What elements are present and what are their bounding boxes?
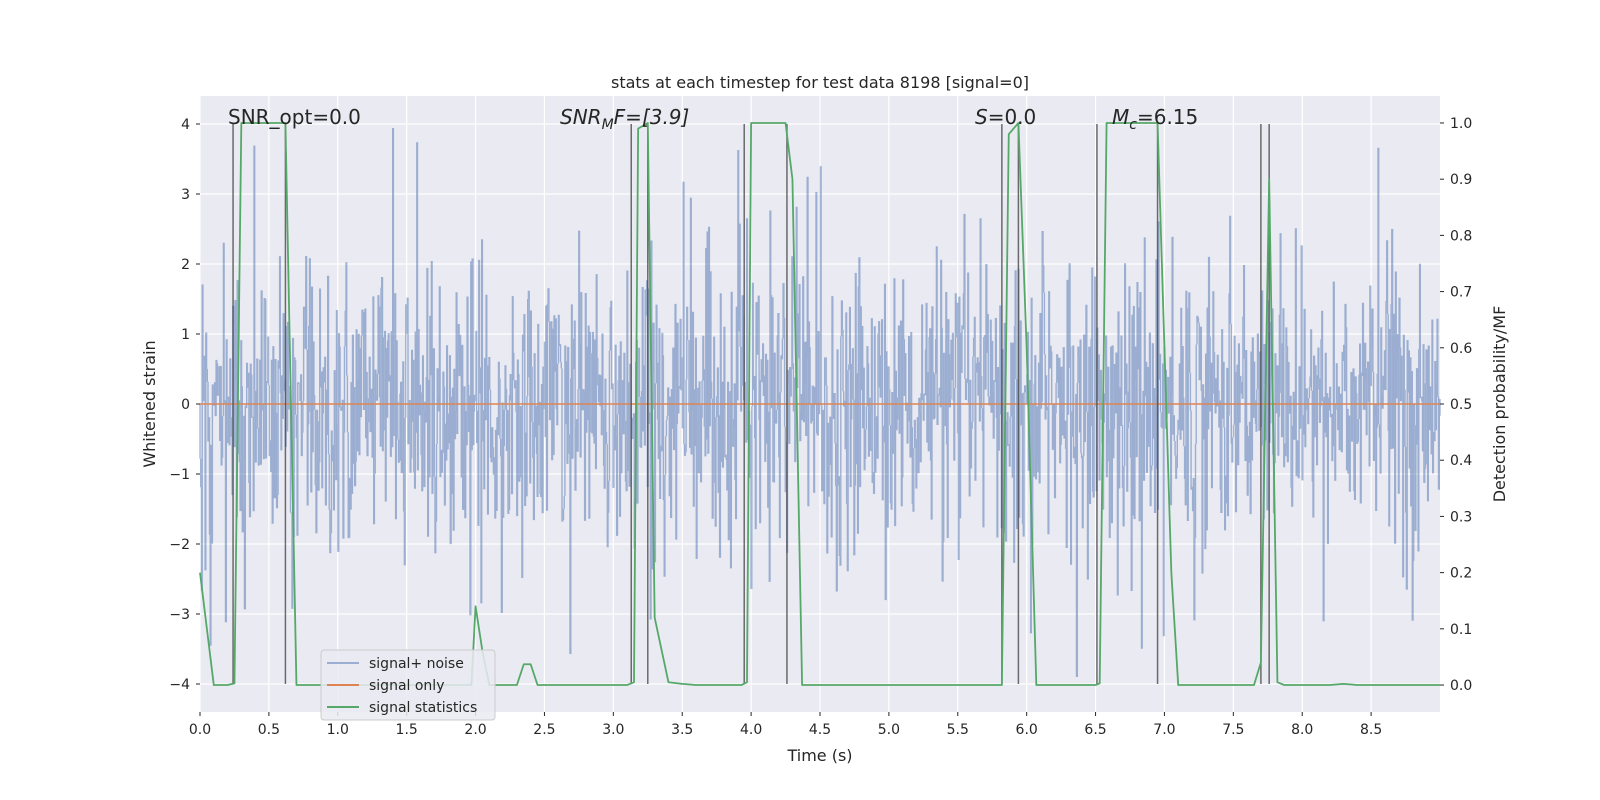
x-tick-label: 7.5 — [1222, 722, 1244, 738]
y-tick-label: −1 — [169, 467, 190, 483]
legend-box — [320, 649, 496, 721]
y2-tick-label: 0.6 — [1450, 341, 1472, 357]
y2-tick-label: 0.9 — [1450, 172, 1472, 188]
y2-tick-label: 0.3 — [1450, 509, 1472, 525]
y2-axis-label: Detection probability/MF — [1490, 306, 1509, 503]
x-tick-label: 5.0 — [878, 722, 900, 738]
legend: signal+ noise signal only signal statist… — [320, 649, 496, 721]
legend-label-signal-statistics: signal statistics — [369, 700, 477, 716]
y2-tick-label: 0.2 — [1450, 566, 1472, 582]
x-tick-label: 3.0 — [602, 722, 624, 738]
x-axis-ticks: 0.0 0.5 1.0 1.5 2.0 2.5 3.0 3.5 4.0 4.5 5.0 5.5 6.0 6… — [189, 712, 1382, 738]
x-tick-label: 0.5 — [258, 722, 280, 738]
x-tick-label: 6.0 — [1016, 722, 1038, 738]
x-tick-label: 8.5 — [1360, 722, 1382, 738]
y-tick-label: 3 — [181, 187, 190, 203]
y-tick-label: −4 — [169, 677, 190, 693]
annotation-mc: Mc=6.15 — [1112, 105, 1198, 133]
x-tick-label: 8.0 — [1291, 722, 1313, 738]
chart-title: stats at each timestep for test data 819… — [611, 73, 1029, 92]
x-tick-label: 0.0 — [189, 722, 211, 738]
x-tick-label: 1.5 — [396, 722, 418, 738]
x-tick-label: 3.5 — [671, 722, 693, 738]
x-tick-label: 4.0 — [740, 722, 762, 738]
x-tick-label: 2.5 — [533, 722, 555, 738]
annotation-s: S=0.0 — [975, 105, 1036, 129]
annotation-snr-mf: SNRMF=[3.9] — [560, 105, 689, 133]
legend-label-signal-only: signal only — [369, 678, 444, 694]
x-tick-label: 7.0 — [1153, 722, 1175, 738]
y2-tick-label: 0.7 — [1450, 285, 1472, 301]
y2-tick-label: 0.1 — [1450, 622, 1472, 638]
x-axis-label: Time (s) — [786, 746, 852, 765]
y-tick-label: 1 — [181, 327, 190, 343]
y2-tick-label: 0.8 — [1450, 228, 1472, 244]
y-tick-label: 2 — [181, 257, 190, 273]
y2-tick-label: 1.0 — [1450, 116, 1472, 132]
x-tick-label: 1.0 — [327, 722, 349, 738]
y-tick-label: 0 — [181, 397, 190, 413]
annotation-snr-opt: SNR_opt=0.0 — [228, 105, 361, 129]
y2-tick-label: 0.4 — [1450, 453, 1472, 469]
x-tick-label: 2.0 — [464, 722, 486, 738]
y2-axis-ticks: 0.0 0.1 0.2 0.3 0.4 0.5 0.6 0.7 0.8 0.9 1.0 — [1440, 116, 1472, 694]
y-axis-label: Whitened strain — [140, 340, 159, 467]
legend-label-signal-noise: signal+ noise — [369, 656, 464, 672]
y-tick-label: 4 — [181, 117, 190, 133]
vertical-markers — [232, 124, 1270, 684]
x-tick-label: 5.5 — [947, 722, 969, 738]
x-tick-label: 4.5 — [809, 722, 831, 738]
y2-tick-label: 0.5 — [1450, 397, 1472, 413]
x-tick-label: 6.5 — [1084, 722, 1106, 738]
y2-tick-label: 0.0 — [1450, 678, 1472, 694]
y-axis-ticks: −4 −3 −2 −1 0 1 2 3 4 — [169, 117, 200, 693]
y-tick-label: −3 — [169, 607, 190, 623]
y-tick-label: −2 — [169, 537, 190, 553]
